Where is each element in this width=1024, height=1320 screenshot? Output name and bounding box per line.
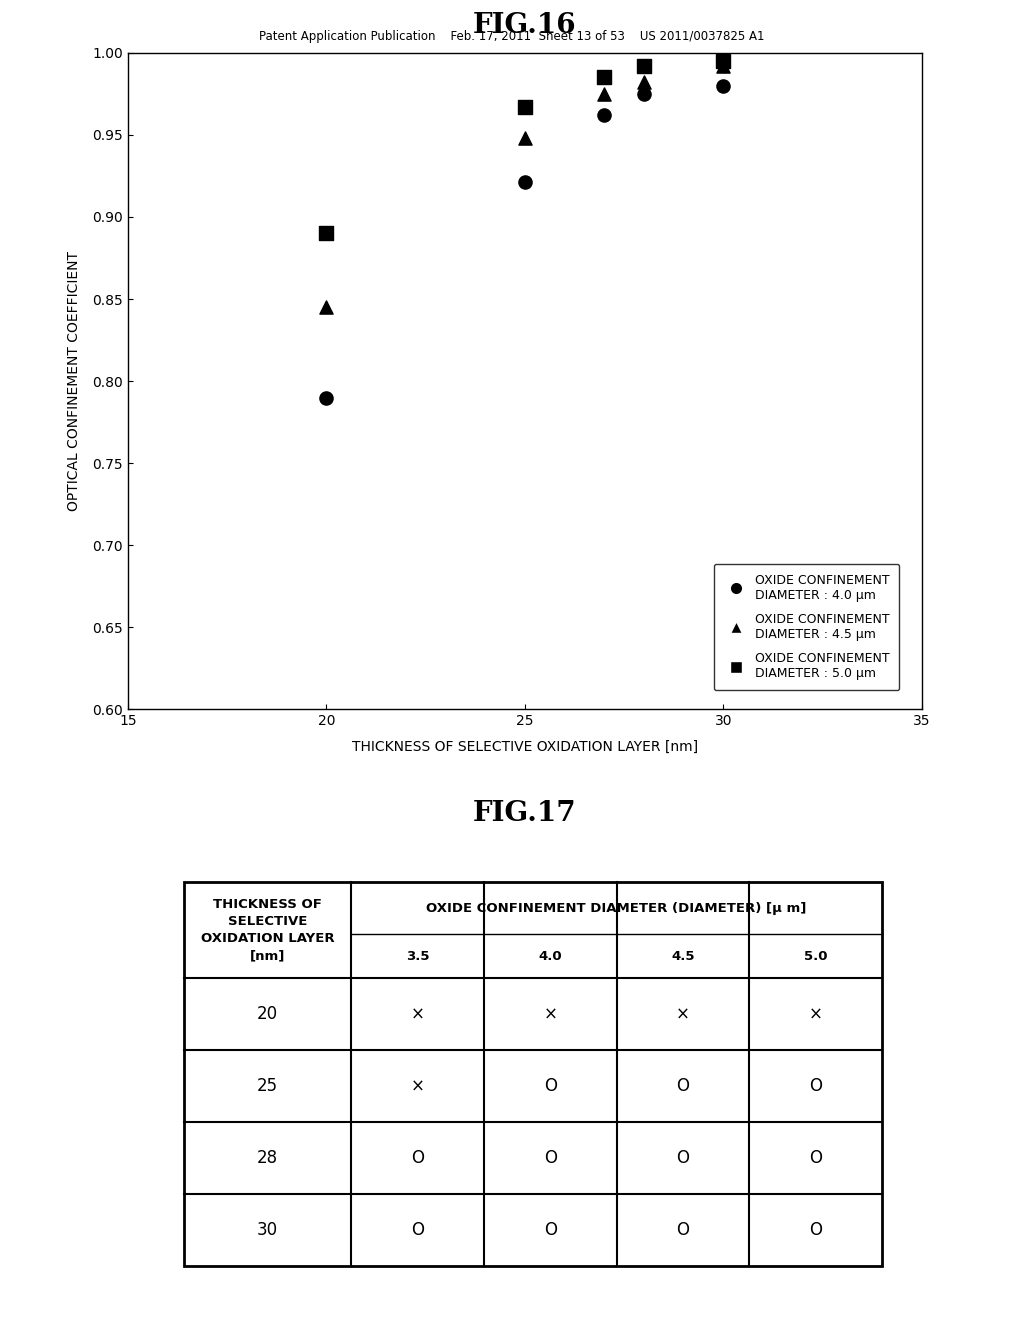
- Text: O: O: [411, 1221, 424, 1239]
- Text: O: O: [544, 1077, 557, 1096]
- Point: [318, 297, 335, 318]
- Title: FIG.16: FIG.16: [473, 12, 577, 40]
- Y-axis label: OPTICAL CONFINEMENT COEFFICIENT: OPTICAL CONFINEMENT COEFFICIENT: [68, 251, 81, 511]
- Text: O: O: [411, 1148, 424, 1167]
- X-axis label: THICKNESS OF SELECTIVE OXIDATION LAYER [nm]: THICKNESS OF SELECTIVE OXIDATION LAYER […: [351, 739, 698, 754]
- Text: OXIDE CONFINEMENT DIAMETER (DIAMETER) [μ m]: OXIDE CONFINEMENT DIAMETER (DIAMETER) [μ…: [426, 902, 807, 915]
- Text: 4.5: 4.5: [671, 949, 694, 962]
- Text: ×: ×: [411, 1006, 424, 1023]
- Text: 5.0: 5.0: [804, 949, 827, 962]
- Text: O: O: [809, 1077, 822, 1096]
- Text: O: O: [544, 1221, 557, 1239]
- Point: [715, 75, 731, 96]
- Point: [636, 71, 652, 92]
- Legend: OXIDE CONFINEMENT
DIAMETER : 4.0 μm, OXIDE CONFINEMENT
DIAMETER : 4.5 μm, OXIDE : OXIDE CONFINEMENT DIAMETER : 4.0 μm, OXI…: [714, 564, 899, 690]
- Text: ×: ×: [544, 1006, 557, 1023]
- Bar: [183, 883, 882, 1266]
- Point: [318, 387, 335, 408]
- Point: [715, 50, 731, 71]
- Point: [596, 67, 612, 88]
- Point: [596, 104, 612, 125]
- Point: [715, 55, 731, 77]
- Text: 28: 28: [257, 1148, 278, 1167]
- Point: [517, 128, 534, 149]
- Point: [318, 223, 335, 244]
- Text: ×: ×: [411, 1077, 424, 1096]
- Text: THICKNESS OF
SELECTIVE
OXIDATION LAYER
[nm]: THICKNESS OF SELECTIVE OXIDATION LAYER […: [201, 899, 334, 962]
- Point: [517, 172, 534, 193]
- Text: 25: 25: [257, 1077, 278, 1096]
- Text: 20: 20: [257, 1006, 278, 1023]
- Text: O: O: [677, 1077, 689, 1096]
- Text: 3.5: 3.5: [406, 949, 429, 962]
- Point: [517, 96, 534, 117]
- Text: O: O: [677, 1221, 689, 1239]
- Text: ×: ×: [809, 1006, 822, 1023]
- Text: 4.0: 4.0: [539, 949, 562, 962]
- Text: 30: 30: [257, 1221, 278, 1239]
- Point: [636, 83, 652, 104]
- Text: Patent Application Publication    Feb. 17, 2011  Sheet 13 of 53    US 2011/00378: Patent Application Publication Feb. 17, …: [259, 30, 765, 44]
- Text: FIG.17: FIG.17: [473, 800, 577, 826]
- Point: [636, 55, 652, 77]
- Text: O: O: [677, 1148, 689, 1167]
- Point: [596, 83, 612, 104]
- Text: O: O: [809, 1148, 822, 1167]
- Text: O: O: [544, 1148, 557, 1167]
- Text: O: O: [809, 1221, 822, 1239]
- Text: ×: ×: [676, 1006, 690, 1023]
